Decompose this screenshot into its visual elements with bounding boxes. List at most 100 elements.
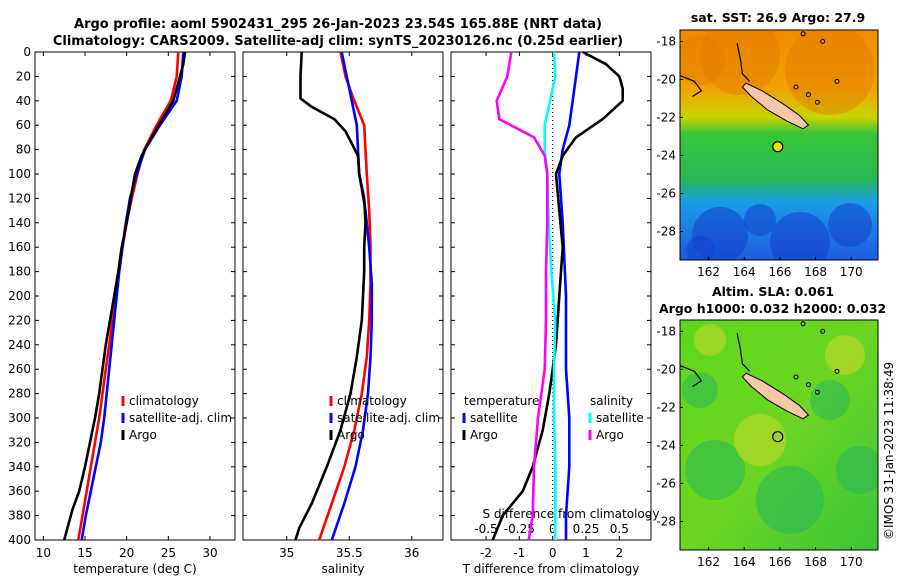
- legend-label: climatology: [337, 394, 407, 408]
- high-patch: [734, 414, 786, 466]
- x-axis-label: temperature (deg C): [73, 562, 196, 576]
- x-tick-label: 15: [77, 546, 92, 560]
- small-island: [800, 31, 806, 37]
- cold-patch: [828, 203, 872, 247]
- low-patch: [836, 446, 878, 494]
- title-line-2: Climatology: CARS2009. Satellite-adj cli…: [53, 34, 623, 49]
- x-tick-label: 35: [279, 546, 294, 560]
- small-island: [834, 78, 840, 84]
- x-tick-label: 36: [404, 546, 419, 560]
- coast-outline: [680, 365, 703, 388]
- x2-tick-label: -0.25: [504, 522, 535, 536]
- y-tick-label: 320: [8, 435, 31, 449]
- x2-axis-label: S difference from climatology: [483, 507, 660, 521]
- small-island: [793, 84, 799, 90]
- y-tick-label: 200: [8, 289, 31, 303]
- map-y-tick-label: -28: [656, 514, 676, 528]
- legend-label: satellite-adj. clim: [337, 411, 440, 425]
- argo-location-marker: [772, 431, 784, 443]
- map-title: Altim. SLA: 0.061: [712, 284, 834, 299]
- new-caledonia-landmass: [741, 82, 810, 130]
- series-line-s-satellite: [543, 51, 557, 540]
- cold-patch: [686, 236, 714, 260]
- x-tick-label: -2: [480, 546, 492, 560]
- warm-patch: [700, 30, 780, 95]
- coast-outline: [680, 75, 703, 98]
- y-tick-label: 20: [16, 69, 31, 83]
- series-line-s-argo: [495, 51, 549, 541]
- argo-location-marker: [772, 141, 784, 153]
- legend-label: climatology: [129, 394, 199, 408]
- map-y-tick-label: -26: [656, 476, 676, 490]
- map-x-tick-label: 168: [804, 265, 827, 279]
- x-tick-label: 1: [582, 546, 590, 560]
- map-x-tick-label: 164: [733, 265, 756, 279]
- y-tick-label: 80: [16, 143, 31, 157]
- small-island: [834, 368, 840, 374]
- map-x-tick-label: 170: [840, 555, 863, 569]
- legend-label: satellite-adj. clim: [129, 411, 232, 425]
- small-island: [820, 38, 826, 44]
- x2-tick-label: 0: [549, 522, 557, 536]
- y-tick-label: 60: [16, 118, 31, 132]
- map-y-tick-label: -20: [656, 362, 676, 376]
- timestamp: ©IMOS 31-Jan-2023 11:38:49: [882, 362, 896, 540]
- legend-label: salinity: [590, 394, 633, 408]
- sst-map-panel: 162 164 166 168 170 -18 -20 -22 -24 -26 -28 sat. SS…: [656, 10, 879, 279]
- reef-outline: [736, 333, 751, 372]
- difference-panel: -2 -1 0 1 2 T difference from climatology -0.5…: [450, 50, 660, 576]
- y-tick-label: 400: [8, 533, 31, 547]
- series-line-argo: [62, 51, 187, 541]
- legend-label: satellite: [470, 411, 518, 425]
- y-tick-label: 340: [8, 460, 31, 474]
- low-patch: [682, 372, 718, 408]
- y-tick-label: 140: [8, 216, 31, 230]
- y-tick-label: 120: [8, 191, 31, 205]
- low-patch: [756, 466, 824, 534]
- small-island: [814, 99, 820, 105]
- y-tick-label: 220: [8, 313, 31, 327]
- small-island: [814, 389, 820, 395]
- map-title: Argo h1000: 0.032 h2000: 0.032: [659, 301, 886, 316]
- series-line-t-satellite: [557, 51, 581, 540]
- x-tick-label: 10: [36, 546, 51, 560]
- map-frame: [679, 29, 879, 261]
- legend-label: Argo: [470, 428, 498, 442]
- y-tick-label: 100: [8, 167, 31, 181]
- map-x-tick-label: 170: [840, 265, 863, 279]
- legend-label: Argo: [596, 428, 624, 442]
- x-tick-label: 25: [161, 546, 176, 560]
- series-line-satellite-adj-clim: [330, 51, 374, 541]
- x-tick-label: 20: [119, 546, 134, 560]
- small-island: [805, 92, 811, 98]
- y-tick-label: 180: [8, 265, 31, 279]
- y-tick-label: 40: [16, 94, 31, 108]
- y-tick-label: 380: [8, 509, 31, 523]
- x2-tick-label: 0.5: [610, 522, 629, 536]
- legend-label: satellite: [596, 411, 644, 425]
- map-y-tick-label: -22: [656, 400, 676, 414]
- legend-label: Argo: [337, 428, 365, 442]
- high-patch: [694, 324, 726, 356]
- new-caledonia-landmass: [741, 372, 810, 420]
- cold-patch: [770, 212, 830, 260]
- warm-patch: [785, 30, 875, 115]
- map-x-tick-label: 166: [768, 555, 791, 569]
- small-island: [800, 321, 806, 327]
- map-y-tick-label: -22: [656, 110, 676, 124]
- y-tick-label: 360: [8, 484, 31, 498]
- y-tick-label: 300: [8, 411, 31, 425]
- high-patch: [825, 335, 865, 375]
- series-line-argo: [294, 51, 367, 541]
- y-tick-label: 160: [8, 240, 31, 254]
- map-x-tick-label: 166: [768, 265, 791, 279]
- map-y-tick-label: -18: [656, 324, 676, 338]
- x-axis-label: salinity: [321, 562, 364, 576]
- plot-area: [450, 51, 652, 541]
- x-tick-label: 2: [616, 546, 624, 560]
- x2-tick-label: -0.5: [474, 522, 497, 536]
- title-line-1: Argo profile: aoml 5902431_295 26-Jan-20…: [74, 17, 602, 32]
- x-axis-label: T difference from climatology: [462, 562, 640, 576]
- map-y-tick-label: -24: [656, 148, 676, 162]
